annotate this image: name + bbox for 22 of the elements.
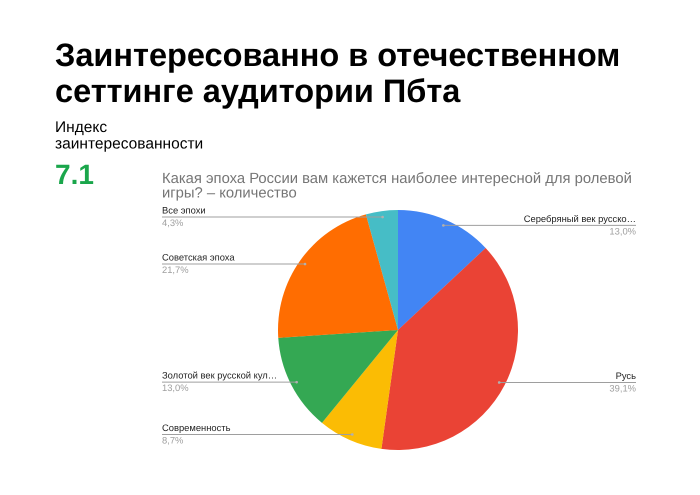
slice-label: Золотой век русской кул…: [162, 370, 278, 381]
pie-slice: [381, 248, 518, 450]
text: 7.1: [55, 159, 94, 190]
data-label: 13,0%: [609, 225, 636, 236]
chart-title: Заинтересованно в отечественном сеттинге аудитории Пбта: [55, 37, 620, 109]
pie-slice: [398, 210, 486, 330]
slice-label: Современность: [162, 422, 231, 433]
chart-subtitle: Какая эпоха России вам кажется наиболее интересной для ролевой игры? – количество: [162, 171, 632, 202]
text: Индекс заинтересованности: [55, 119, 204, 152]
data-label: 39,1%: [609, 382, 636, 394]
pie-slice: [278, 214, 398, 338]
pie-slice: [366, 210, 398, 330]
pie-slice: [278, 330, 398, 423]
slice-label: Советская эпоха: [162, 252, 236, 263]
pie-slice: [322, 330, 398, 449]
data-label: 13,0%: [162, 382, 189, 394]
slice-label: Русь: [616, 370, 636, 381]
data-label: 4,3%: [162, 217, 184, 228]
data-label: 8,7%: [162, 434, 184, 446]
data-label: 21,7%: [162, 264, 189, 276]
slice-label: Все эпохи: [162, 204, 206, 216]
slice-label: Серебряный век русско…: [524, 212, 636, 224]
